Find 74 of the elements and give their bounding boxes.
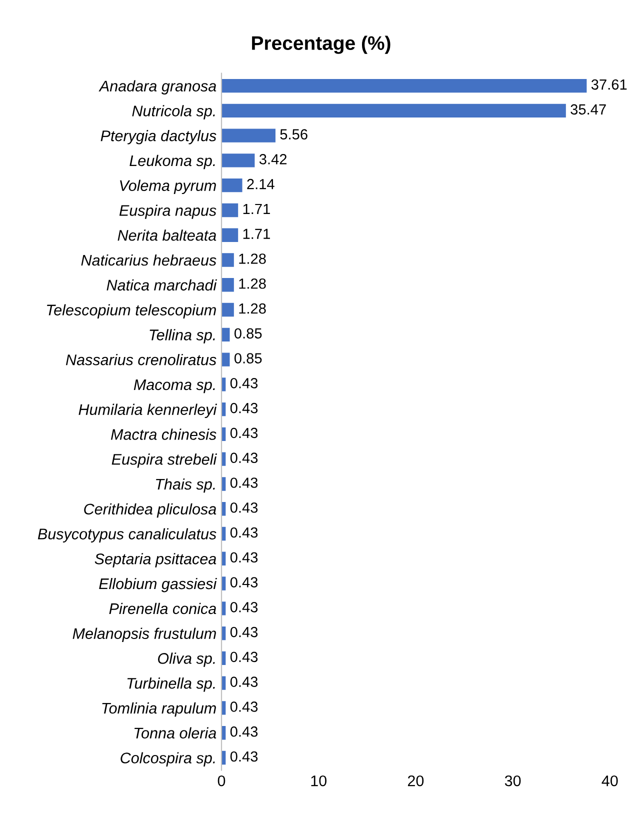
x-tick-label: 10: [311, 775, 326, 786]
y-tick-label: Thais sp.: [156, 478, 215, 493]
y-tick-label: Anadara granosa: [98, 80, 216, 94]
bar: [221, 302, 234, 317]
bar: [221, 78, 587, 93]
data-label: 0.43: [230, 626, 258, 638]
data-label: 0.43: [230, 502, 258, 513]
data-label: 1.28: [239, 278, 266, 289]
y-tick-label: Tellina sp.: [150, 329, 215, 344]
bar: [221, 128, 276, 142]
data-label: 0.43: [230, 676, 258, 687]
data-label: 1.28: [239, 254, 266, 264]
data-label: 2.14: [247, 178, 274, 190]
data-label: 0.43: [230, 602, 258, 612]
data-label: 0.43: [230, 527, 258, 538]
data-label: 0.43: [230, 452, 258, 464]
bar: [221, 228, 238, 242]
bar: [221, 104, 566, 118]
data-label: 37.61: [591, 79, 627, 90]
y-tick-label: Oliva sp.: [158, 652, 215, 667]
data-label: 3.42: [259, 154, 287, 164]
x-tick-label: 30: [504, 775, 521, 786]
bar: [221, 178, 242, 192]
bar: [221, 328, 230, 342]
data-label: 35.47: [570, 104, 606, 115]
y-tick-label: Colcospira sp.: [120, 752, 215, 766]
y-tick-label: Septaria psittacea: [94, 553, 216, 568]
data-label: 1.71: [243, 228, 270, 239]
y-tick-label: Humilaria kennerleyi: [78, 404, 217, 418]
y-tick-label: Nutricola sp.: [132, 105, 215, 120]
bar: [221, 203, 238, 218]
data-label: 0.85: [234, 353, 262, 364]
x-tick-label: 20: [408, 775, 424, 786]
y-tick-label: Naticarius hebraeus: [81, 254, 216, 266]
data-label: 5.56: [280, 129, 308, 140]
data-label: 1.28: [239, 303, 266, 314]
y-tick-label: Busycotypus canaliculatus: [38, 528, 216, 542]
data-label: 0.43: [230, 378, 258, 388]
y-tick-label: Nerita balteata: [118, 230, 216, 241]
y-tick-label: Melanopsis frustulum: [72, 628, 216, 642]
data-label: 0.43: [230, 726, 258, 737]
y-tick-label: Telescopium telescopium: [47, 304, 216, 318]
y-tick-label: Macoma sp.: [134, 379, 215, 394]
y-tick-label: Pirenella conica: [109, 602, 216, 614]
y-tick-label: Euspira strebeli: [112, 454, 217, 468]
y-tick-label: Volema pyrum: [120, 180, 216, 194]
data-label: 0.43: [230, 552, 258, 563]
bar: [221, 352, 230, 366]
data-label: 0.43: [230, 652, 258, 662]
y-tick-label: Tomlinia rapulum: [102, 702, 216, 717]
data-label: 0.43: [230, 428, 258, 438]
y-tick-label: Euspira napus: [119, 204, 216, 219]
y-tick-label: Pterygia dactylus: [100, 130, 216, 144]
x-tick-label: 40: [602, 775, 618, 786]
data-label: 0.43: [230, 751, 258, 762]
data-label: 0.85: [234, 328, 262, 339]
y-tick-label: Leukoma sp.: [130, 154, 215, 170]
data-label: 1.71: [243, 204, 270, 214]
y-tick-label: Ellobium gassiesi: [99, 578, 217, 592]
x-tick-label: 0: [218, 775, 226, 786]
y-tick-label: Tonna oleria: [134, 727, 216, 739]
data-label: 0.43: [230, 402, 258, 414]
chart-title: Precentage (%): [252, 36, 390, 54]
y-tick-label: Nassarius crenoliratus: [66, 354, 216, 366]
bar: [221, 253, 234, 267]
y-tick-label: Cerithidea pliculosa: [84, 503, 216, 518]
data-label: 0.43: [230, 478, 258, 488]
bar: [221, 278, 234, 292]
y-tick-label: Natica marchadi: [106, 279, 217, 291]
y-tick-label: Mactra chinesis: [110, 428, 216, 440]
data-label: 0.43: [230, 577, 258, 588]
y-tick-label: Turbinella sp.: [127, 678, 215, 692]
bar: [221, 154, 255, 168]
data-label: 0.43: [230, 702, 258, 712]
